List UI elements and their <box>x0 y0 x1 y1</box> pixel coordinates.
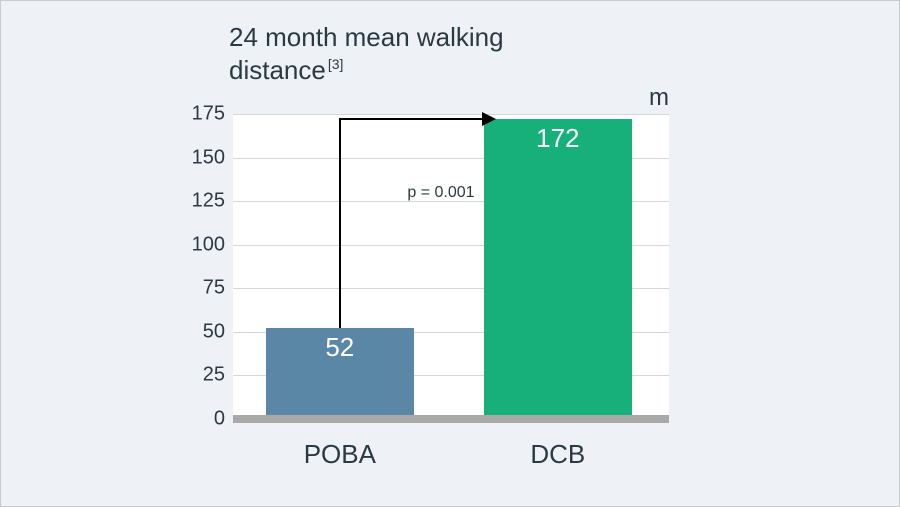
bar-dcb: 172 <box>484 119 632 419</box>
bar-value-label: 52 <box>266 332 414 363</box>
y-tick-label: 100 <box>179 233 225 256</box>
plot-area: 52 172 p = 0.001 <box>233 114 669 419</box>
y-axis-unit: m <box>649 84 669 112</box>
y-tick-label: 0 <box>179 408 225 431</box>
comparison-arrow-vertical <box>339 119 341 328</box>
comparison-arrow-horizontal <box>339 118 483 120</box>
y-tick-label: 50 <box>179 320 225 343</box>
y-tick-label: 125 <box>179 190 225 213</box>
title-line2: distance <box>229 55 326 85</box>
y-tick-label: 25 <box>179 364 225 387</box>
title-citation: [3] <box>328 56 344 72</box>
y-tick-label: 75 <box>179 277 225 300</box>
bar-poba: 52 <box>266 328 414 419</box>
chart-title: 24 month mean walkingdistance[3] <box>229 21 504 86</box>
p-value-annotation: p = 0.001 <box>407 184 474 202</box>
bar-value-label: 172 <box>484 123 632 154</box>
x-axis-baseline <box>233 415 669 423</box>
gridline <box>233 114 669 115</box>
x-axis-label-poba: POBA <box>304 439 376 470</box>
y-tick-label: 150 <box>179 146 225 169</box>
title-line1: 24 month mean walking <box>229 22 504 52</box>
comparison-arrow-head <box>482 112 496 126</box>
x-axis-label-dcb: DCB <box>530 439 585 470</box>
y-tick-label: 175 <box>179 103 225 126</box>
